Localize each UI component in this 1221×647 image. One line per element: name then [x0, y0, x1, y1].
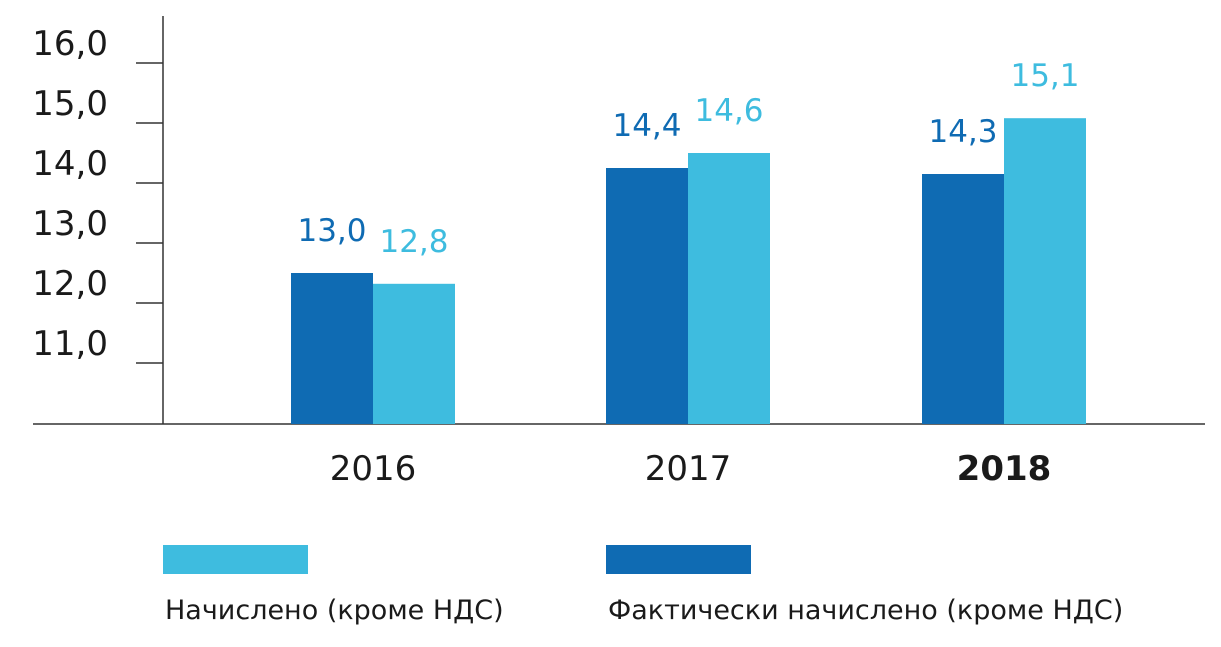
legend-label: Фактически начислено (кроме НДС): [608, 595, 1123, 626]
bar: [688, 153, 770, 424]
y-tick-label: 16,0: [32, 24, 108, 64]
data-labels: 13,0 14,4 14,3 12,8 14,6 15,1: [297, 58, 1079, 260]
data-label: 15,1: [1010, 58, 1079, 94]
bar: [373, 283, 455, 424]
data-label: 14,4: [612, 108, 681, 144]
y-tick-label: 12,0: [32, 264, 108, 304]
data-label: 14,6: [694, 93, 763, 129]
y-tick-label: 15,0: [32, 84, 108, 124]
data-label: 14,3: [928, 114, 997, 150]
y-tick-label: 14,0: [32, 144, 108, 184]
x-tick-label: 2018: [957, 449, 1052, 489]
legend-swatch: [163, 545, 308, 574]
legend: Начислено (кроме НДС) Фактически начислен…: [163, 545, 1123, 626]
bar: [922, 174, 1004, 424]
bar: [1004, 118, 1086, 424]
bars: [291, 118, 1086, 424]
y-tick-label: 13,0: [32, 204, 108, 244]
x-tick-label: 2017: [645, 449, 732, 489]
legend-label: Начислено (кроме НДС): [165, 595, 504, 626]
bar: [291, 273, 373, 424]
y-tick-label: 11,0: [32, 324, 108, 364]
axes: 11,0 12,0 13,0 14,0 15,0 16,0 2016 2017 2018: [32, 16, 1205, 489]
x-tick-label: 2016: [330, 449, 417, 489]
legend-swatch: [606, 545, 751, 574]
data-label: 13,0: [297, 213, 366, 249]
bar: [606, 168, 688, 424]
data-label: 12,8: [379, 224, 448, 260]
